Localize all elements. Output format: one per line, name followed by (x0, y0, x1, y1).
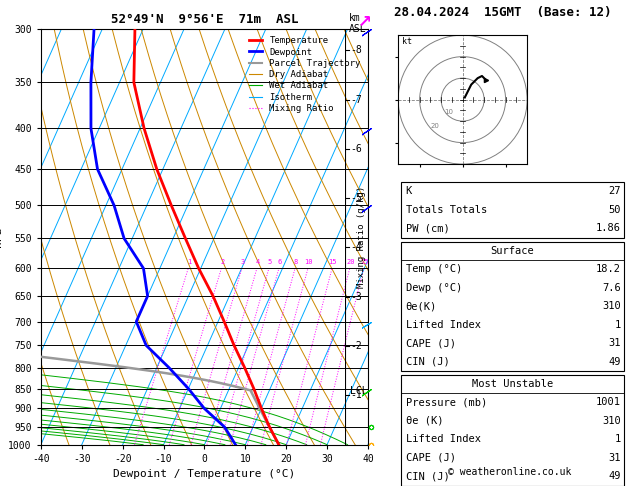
Text: θe (K): θe (K) (406, 416, 443, 426)
Text: Mixing Ratio (g/kg): Mixing Ratio (g/kg) (357, 186, 366, 288)
Text: 5: 5 (267, 260, 272, 265)
Text: 3: 3 (240, 260, 245, 265)
Text: 1: 1 (187, 260, 191, 265)
Text: 1.86: 1.86 (596, 224, 621, 233)
Text: CIN (J): CIN (J) (406, 357, 450, 366)
Text: 31: 31 (608, 338, 621, 348)
Text: Totals Totals: Totals Totals (406, 205, 487, 215)
Text: 20: 20 (430, 122, 439, 129)
X-axis label: Dewpoint / Temperature (°C): Dewpoint / Temperature (°C) (113, 469, 296, 479)
Text: Surface: Surface (491, 246, 534, 256)
Text: 1: 1 (615, 434, 621, 444)
Text: 15: 15 (328, 260, 337, 265)
Text: -5: -5 (350, 193, 362, 203)
Text: LCL: LCL (350, 385, 367, 396)
Text: Lifted Index: Lifted Index (406, 320, 481, 330)
Text: 28.04.2024  15GMT  (Base: 12): 28.04.2024 15GMT (Base: 12) (394, 6, 612, 18)
Text: 20: 20 (346, 260, 355, 265)
Text: ↗: ↗ (358, 13, 372, 31)
Text: 49: 49 (608, 471, 621, 481)
Text: 7.6: 7.6 (602, 283, 621, 293)
Text: -1: -1 (350, 390, 362, 400)
Text: CIN (J): CIN (J) (406, 471, 450, 481)
Text: km
ASL: km ASL (349, 13, 367, 34)
Text: Pressure (mb): Pressure (mb) (406, 398, 487, 407)
Text: 4: 4 (255, 260, 260, 265)
Text: K: K (406, 187, 412, 196)
Text: 1: 1 (615, 320, 621, 330)
Text: kt: kt (403, 37, 413, 46)
Text: Lifted Index: Lifted Index (406, 434, 481, 444)
Text: -7: -7 (350, 95, 362, 104)
Text: CAPE (J): CAPE (J) (406, 338, 455, 348)
Text: 49: 49 (608, 357, 621, 366)
Text: 52°49'N  9°56'E  71m  ASL: 52°49'N 9°56'E 71m ASL (111, 13, 298, 26)
Text: 27: 27 (608, 187, 621, 196)
Text: -6: -6 (350, 144, 362, 154)
Text: -4: -4 (350, 243, 362, 252)
Text: 310: 310 (602, 416, 621, 426)
Text: 10: 10 (444, 108, 453, 115)
Text: Most Unstable: Most Unstable (472, 379, 553, 389)
Text: 8: 8 (294, 260, 298, 265)
Text: 25: 25 (360, 260, 369, 265)
Text: -2: -2 (350, 341, 362, 351)
Text: 10: 10 (304, 260, 313, 265)
Text: -3: -3 (350, 292, 362, 302)
Text: Dewp (°C): Dewp (°C) (406, 283, 462, 293)
Text: 6: 6 (277, 260, 282, 265)
Text: -8: -8 (350, 45, 362, 55)
Text: 1001: 1001 (596, 398, 621, 407)
Text: 310: 310 (602, 301, 621, 311)
Legend: Temperature, Dewpoint, Parcel Trajectory, Dry Adiabat, Wet Adiabat, Isotherm, Mi: Temperature, Dewpoint, Parcel Trajectory… (246, 34, 364, 116)
Text: © weatheronline.co.uk: © weatheronline.co.uk (448, 467, 571, 477)
Text: 31: 31 (608, 453, 621, 463)
Text: Temp (°C): Temp (°C) (406, 264, 462, 274)
Text: 18.2: 18.2 (596, 264, 621, 274)
Text: PW (cm): PW (cm) (406, 224, 450, 233)
Text: θe(K): θe(K) (406, 301, 437, 311)
Text: 2: 2 (220, 260, 225, 265)
Text: CAPE (J): CAPE (J) (406, 453, 455, 463)
Text: 50: 50 (608, 205, 621, 215)
Y-axis label: hPa: hPa (0, 227, 3, 247)
